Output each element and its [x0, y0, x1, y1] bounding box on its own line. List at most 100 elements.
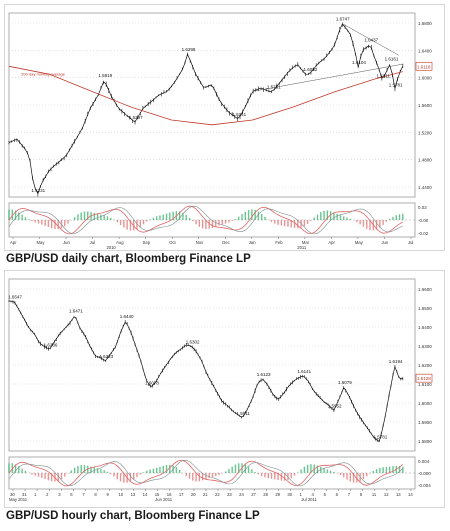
- x-tick-label: 10: [119, 492, 124, 497]
- y-tick-label: 1.6600: [418, 287, 432, 292]
- x-tick-label: 8: [94, 492, 97, 497]
- y-tick-label: 1.6500: [418, 306, 432, 311]
- x-tick-label: 31: [22, 492, 27, 497]
- y-tick-label: 1.5200: [418, 130, 432, 135]
- price-line: [8, 23, 404, 195]
- x-tick-label: 30: [287, 492, 292, 497]
- x-tick-label: 23: [227, 492, 232, 497]
- price-annotation: 1.6547: [8, 295, 22, 300]
- price-annotation: 1.6104: [352, 60, 366, 65]
- x-tick-label: Aug: [116, 240, 124, 245]
- x-tick-label: 13: [131, 492, 136, 497]
- y-tick-label: 1.6200: [418, 363, 432, 368]
- x-tick-label: May: [37, 240, 46, 245]
- osc-tick-label: 0.004: [418, 459, 430, 464]
- x-group-label: May 2011: [9, 497, 28, 502]
- x-tick-label: 6: [70, 492, 73, 497]
- x-tick-label: 7: [348, 492, 351, 497]
- x-tick-label: 29: [275, 492, 280, 497]
- x-tick-label: 2: [46, 492, 49, 497]
- price-annotation: 1.5911: [236, 411, 250, 416]
- x-group-label: 2010: [106, 245, 116, 250]
- x-tick-label: 15: [155, 492, 160, 497]
- y-tick-label: 1.6400: [418, 48, 432, 53]
- daily-chart-caption: GBP/USD daily chart, Bloomberg Finance L…: [6, 253, 251, 265]
- x-tick-label: 3: [58, 492, 61, 497]
- osc-tick-label: 0.02: [418, 205, 427, 210]
- x-tick-label: Jul: [408, 240, 413, 245]
- x-tick-label: Jun: [381, 240, 388, 245]
- x-tick-label: 7: [82, 492, 85, 497]
- osc-tick-label: -0.004: [418, 483, 431, 488]
- x-tick-label: 5: [324, 492, 327, 497]
- price-annotation: 1.5952: [328, 403, 342, 408]
- y-tick-label: 1.4800: [418, 158, 432, 163]
- daily-chart: 1.6800 1.6400 1.6000 1.5600 1.5200 1.4800 1.44…: [8, 12, 433, 250]
- x-tick-label: 11: [372, 492, 377, 497]
- y-tick-label: 1.4400: [418, 185, 432, 190]
- y-tick-label: 1.5800: [418, 439, 432, 444]
- y-tick-label: 1.6000: [418, 401, 432, 406]
- price-line: [8, 300, 403, 443]
- x-tick-label: May: [355, 240, 364, 245]
- x-tick-label: Mar: [302, 240, 310, 245]
- price-annotation: 1.6440: [120, 314, 134, 319]
- price-annotation: 1.5919: [98, 73, 112, 78]
- x-tick-label: 30: [10, 492, 15, 497]
- price-annotation: 1.6302: [186, 339, 200, 344]
- x-tick-label: 17: [179, 492, 184, 497]
- osc-tick-label: -0.02: [418, 231, 429, 236]
- x-tick-label: 4: [312, 492, 315, 497]
- y-tick-label: 1.6100: [418, 382, 432, 387]
- last-price-value: 1.6128: [417, 376, 431, 381]
- y-tick-label: 1.6300: [418, 344, 432, 349]
- moving-average-label: 200 day moving average: [21, 71, 66, 76]
- x-tick-label: 27: [251, 492, 256, 497]
- x-tick-label: 1: [34, 492, 37, 497]
- x-group-label: Jul 2011: [301, 497, 317, 502]
- price-annotation: 1.5297: [129, 115, 143, 120]
- x-tick-label: 22: [215, 492, 220, 497]
- price-annotation: 1.6437: [364, 38, 378, 43]
- x-tick-label: 6: [336, 492, 339, 497]
- trendline: [252, 63, 403, 92]
- osc-macd-line: [8, 205, 403, 235]
- price-annotation: 1.6286: [44, 342, 58, 347]
- last-price-tag: [415, 373, 433, 383]
- x-tick-label: Nov: [196, 240, 204, 245]
- daily-chart-panel: 1.6800 1.6400 1.6000 1.5600 1.5200 1.4800 1.44…: [4, 4, 445, 251]
- price-annotation: 1.5341: [232, 112, 246, 117]
- price-annotation: 1.6298: [182, 47, 196, 52]
- hourly-chart-panel: 1.6600 1.6500 1.6400 1.6300 1.6200 1.6100 1.60…: [4, 270, 445, 508]
- x-tick-label: 21: [203, 492, 208, 497]
- y-tick-label: 1.5900: [418, 420, 432, 425]
- osc-macd-line: [8, 459, 404, 487]
- x-tick-label: Jan: [249, 240, 256, 245]
- price-annotation: 1.6078: [145, 380, 159, 385]
- osc-tick-label: -0.00: [418, 218, 429, 223]
- x-tick-label: 14: [143, 492, 148, 497]
- price-annotation: 1.5911: [377, 73, 391, 78]
- x-tick-label: 28: [263, 492, 268, 497]
- y-tick-label: 1.5600: [418, 103, 432, 108]
- price-annotation: 1.5781: [389, 82, 403, 87]
- x-tick-label: 16: [167, 492, 172, 497]
- price-annotation: 1.6123: [257, 372, 271, 377]
- price-annotation: 1.5781: [373, 435, 387, 440]
- hourly-chart-caption: GBP/USD hourly chart, Bloomberg Finance …: [6, 510, 260, 522]
- y-tick-label: 1.6400: [418, 325, 432, 330]
- price-annotation: 1.5751: [267, 84, 281, 89]
- moving-average-line: [8, 65, 403, 126]
- x-tick-label: Apr: [10, 240, 17, 245]
- x-tick-label: 13: [396, 492, 401, 497]
- hourly-chart: 1.6600 1.6500 1.6400 1.6300 1.6200 1.6100 1.60…: [8, 278, 433, 502]
- x-tick-label: Feb: [275, 240, 283, 245]
- price-annotation: 1.6194: [389, 359, 403, 364]
- x-tick-label: 14: [408, 492, 413, 497]
- x-tick-label: Jun: [63, 240, 70, 245]
- x-tick-label: Jul: [90, 240, 95, 245]
- x-tick-label: 20: [191, 492, 196, 497]
- x-tick-label: Apr: [328, 240, 335, 245]
- price-annotation: 1.6141: [297, 369, 311, 374]
- price-annotation: 1.6471: [69, 308, 83, 313]
